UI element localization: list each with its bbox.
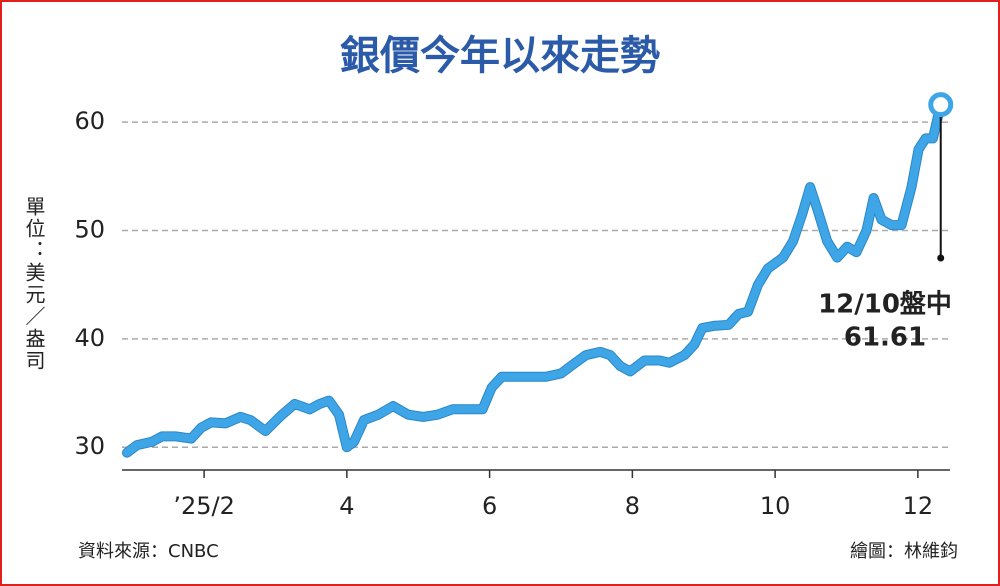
- credit: 繪圖：林維鈞: [850, 541, 958, 562]
- y-tick-label: 40: [74, 324, 105, 352]
- y-tick-label: 60: [74, 107, 105, 135]
- x-tick-label: 10: [760, 492, 791, 520]
- x-tick-label: ’25/2: [173, 492, 235, 520]
- value-label: 61.61: [844, 323, 926, 353]
- y-tick-label: 50: [74, 215, 105, 243]
- line: [123, 100, 945, 457]
- chart-title: 銀價今年以來走勢: [340, 33, 660, 79]
- y-tick-label: 30: [74, 432, 105, 460]
- x-tick-label: 8: [625, 492, 640, 520]
- x-tick-label: 12: [903, 492, 934, 520]
- callout-dot: [937, 254, 945, 262]
- end-marker: [928, 92, 954, 118]
- source: 資料來源：CNBC: [78, 541, 219, 562]
- x-tick-label: 4: [339, 492, 354, 520]
- annotation: 12/10盤中: [818, 290, 952, 320]
- y-axis-label: 單位：美元／盎司: [22, 196, 46, 372]
- x-tick-label: 6: [482, 492, 497, 520]
